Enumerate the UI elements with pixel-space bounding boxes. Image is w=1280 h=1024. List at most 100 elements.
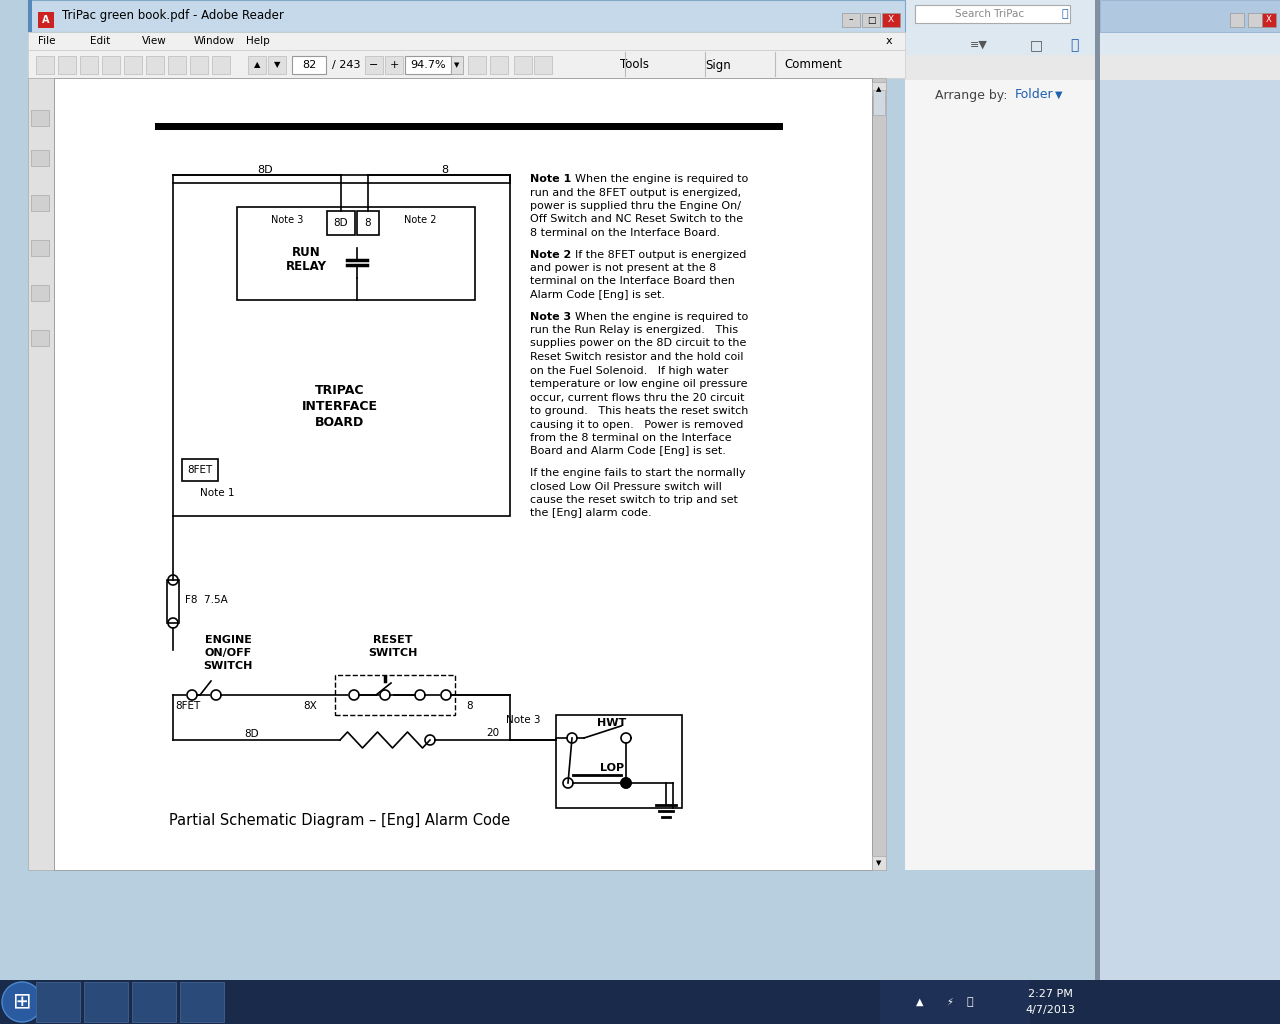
- Text: RELAY: RELAY: [285, 259, 326, 272]
- Bar: [173, 183, 509, 516]
- Polygon shape: [425, 735, 435, 745]
- Text: causing it to open.   Power is removed: causing it to open. Power is removed: [530, 420, 744, 429]
- Bar: [490, 56, 508, 74]
- Bar: [1100, 0, 1280, 1024]
- Bar: [915, 5, 1070, 23]
- Bar: [905, 30, 1280, 55]
- Text: □: □: [1030, 38, 1043, 52]
- Bar: [861, 13, 881, 27]
- Text: / 243: / 243: [332, 60, 361, 70]
- Bar: [365, 56, 383, 74]
- Text: x: x: [886, 36, 892, 46]
- Bar: [102, 56, 120, 74]
- Text: HWT: HWT: [598, 718, 627, 728]
- Text: temperature or low engine oil pressure: temperature or low engine oil pressure: [530, 379, 748, 389]
- Bar: [326, 211, 355, 234]
- Bar: [385, 56, 403, 74]
- Bar: [31, 330, 49, 346]
- Bar: [882, 13, 900, 27]
- Bar: [84, 982, 128, 1022]
- Text: run and the 8FET output is energized,: run and the 8FET output is energized,: [530, 187, 741, 198]
- Text: the [Eng] alarm code.: the [Eng] alarm code.: [530, 509, 652, 518]
- Bar: [124, 56, 142, 74]
- Text: occur, current flows thru the 20 circuit: occur, current flows thru the 20 circuit: [530, 392, 745, 402]
- Text: File: File: [38, 36, 55, 46]
- Bar: [1100, 0, 1280, 32]
- Polygon shape: [211, 690, 221, 700]
- Bar: [556, 715, 682, 808]
- Text: ❓: ❓: [1070, 38, 1078, 52]
- Text: Search TriPac: Search TriPac: [955, 9, 1024, 19]
- Text: F8  7.5A: F8 7.5A: [186, 595, 228, 605]
- Bar: [146, 56, 164, 74]
- Text: Note 3: Note 3: [271, 215, 303, 225]
- Text: Partial Schematic Diagram – [Eng] Alarm Code: Partial Schematic Diagram – [Eng] Alarm …: [169, 812, 511, 827]
- Polygon shape: [187, 690, 197, 700]
- Text: View: View: [142, 36, 166, 46]
- Text: ≡▼: ≡▼: [970, 40, 988, 50]
- Bar: [872, 82, 886, 96]
- Bar: [515, 56, 532, 74]
- Bar: [189, 56, 207, 74]
- Text: 8: 8: [365, 218, 371, 228]
- Text: BOARD: BOARD: [315, 416, 365, 428]
- Text: 8D: 8D: [257, 165, 273, 175]
- Bar: [905, 55, 1280, 80]
- Bar: [180, 982, 224, 1022]
- Bar: [842, 13, 860, 27]
- Bar: [155, 123, 783, 130]
- Polygon shape: [415, 690, 425, 700]
- Polygon shape: [621, 733, 631, 743]
- Text: 8FET: 8FET: [175, 701, 201, 711]
- Bar: [1248, 13, 1262, 27]
- Text: Help: Help: [246, 36, 270, 46]
- Bar: [31, 195, 49, 211]
- Bar: [881, 980, 1030, 1024]
- Text: Note 3: Note 3: [530, 311, 571, 322]
- Bar: [132, 982, 177, 1022]
- Text: ▲: ▲: [916, 997, 924, 1007]
- Bar: [79, 56, 99, 74]
- Text: Reset Switch resistor and the hold coil: Reset Switch resistor and the hold coil: [530, 352, 744, 362]
- Text: 8 terminal on the Interface Board.: 8 terminal on the Interface Board.: [530, 228, 721, 238]
- Text: INTERFACE: INTERFACE: [302, 399, 378, 413]
- Bar: [872, 856, 886, 870]
- Text: Board and Alarm Code [Eng] is set.: Board and Alarm Code [Eng] is set.: [530, 446, 726, 457]
- Text: closed Low Oil Pressure switch will: closed Low Oil Pressure switch will: [530, 481, 722, 492]
- Bar: [905, 0, 1280, 870]
- Text: ON/OFF: ON/OFF: [205, 648, 252, 658]
- Text: cause the reset switch to trip and set: cause the reset switch to trip and set: [530, 495, 737, 505]
- Text: 🔍: 🔍: [1061, 9, 1069, 19]
- Text: –: –: [849, 15, 854, 25]
- Text: 8: 8: [467, 701, 474, 711]
- Bar: [28, 0, 905, 32]
- Text: 2:27 PM: 2:27 PM: [1028, 989, 1073, 999]
- Text: 🔊: 🔊: [966, 997, 973, 1007]
- Text: Folder: Folder: [1015, 88, 1053, 101]
- Bar: [58, 56, 76, 74]
- Text: and power is not present at the 8: and power is not present at the 8: [530, 263, 717, 273]
- Text: 4/7/2013: 4/7/2013: [1025, 1005, 1075, 1015]
- Bar: [357, 211, 379, 234]
- Text: 8FET: 8FET: [187, 465, 212, 475]
- Bar: [237, 207, 475, 300]
- Bar: [38, 12, 54, 28]
- Bar: [28, 0, 32, 32]
- Bar: [31, 240, 49, 256]
- Text: Note 3: Note 3: [506, 715, 540, 725]
- Bar: [28, 50, 905, 78]
- Text: If the engine fails to start the normally: If the engine fails to start the normall…: [530, 468, 746, 478]
- Text: −: −: [370, 60, 379, 70]
- Polygon shape: [621, 778, 631, 788]
- Text: A: A: [42, 15, 50, 25]
- Text: on the Fuel Solenoid.   If high water: on the Fuel Solenoid. If high water: [530, 366, 728, 376]
- Bar: [36, 56, 54, 74]
- Text: Note 2: Note 2: [530, 250, 571, 259]
- Polygon shape: [168, 618, 178, 628]
- Text: RESET: RESET: [374, 635, 412, 645]
- Circle shape: [3, 982, 42, 1022]
- Text: Arrange by:: Arrange by:: [934, 88, 1007, 101]
- Text: Note 1: Note 1: [200, 488, 234, 498]
- Bar: [873, 90, 884, 115]
- Text: 8X: 8X: [303, 701, 317, 711]
